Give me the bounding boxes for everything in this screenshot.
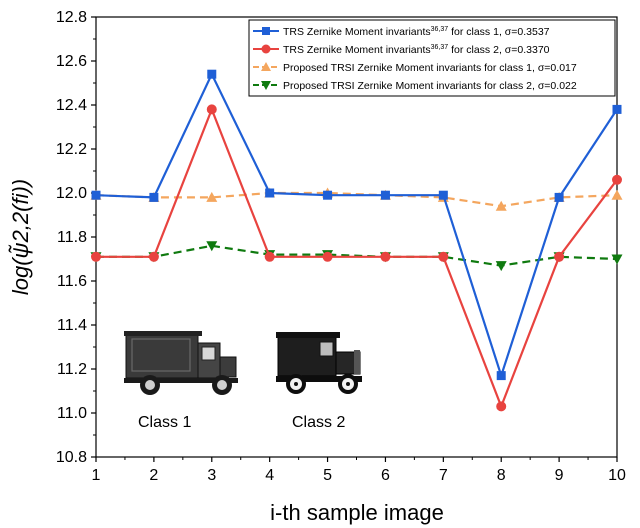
x-axis-title: i-th sample image [270,500,444,525]
axes: 10.8 11.0 11.2 11.4 11.6 11.8 12.0 12.2 12.4 12.6… [56,9,626,484]
series-1-line [95,71,618,380]
y-tick-label: 12.8 [56,9,87,26]
legend-label-main: TRS Zernike Moment invariants [283,44,431,56]
y-tick-label: 12.6 [56,53,87,70]
x-tick-label: 7 [439,467,448,484]
series-1-point [265,188,275,198]
legend-swatch-marker-4 [261,81,271,90]
series-3 [90,187,623,211]
series-1-point [149,192,159,202]
x-tick-label: 4 [265,467,274,484]
legend-label-rest: for class 2, σ=0.3370 [448,44,549,56]
series-2-point [612,174,622,185]
y-tick-label: 11.2 [57,361,87,378]
y-axis-title-text: log(ψ̃2,2(fi)) [8,179,33,295]
series-3-point [206,191,218,202]
x-tick-label: 2 [149,467,158,484]
series-2-point [148,251,159,262]
y-tick-label: 11.4 [57,317,87,334]
series-1-point [207,69,217,79]
series-3-point [495,200,507,211]
legend-label-3: Proposed TRSI Zernike Moment invariants … [283,62,577,74]
series-1 [91,69,622,381]
x-tick-label: 9 [555,467,564,484]
series-4-point [206,241,218,252]
series-4-point [611,254,623,265]
series-layer [90,69,623,412]
y-tick-label: 12.2 [56,141,87,158]
series-2-point [554,251,565,262]
legend-swatch-marker-2 [261,44,271,54]
series-1-point [554,192,564,202]
legend-label-rest: for class 1, σ=0.3537 [448,26,549,38]
class-2-label: Class 2 [292,414,345,431]
y-tick-label: 11.6 [57,273,87,290]
legend-swatch-marker-3 [261,62,271,71]
y-axis-title: log(ψ̃2,2(fi)) [8,179,33,295]
series-2-point [380,251,391,262]
series-2 [91,104,622,412]
series-1-point [496,371,506,381]
x-tick-label: 10 [608,467,626,484]
x-tick-label: 3 [207,467,216,484]
x-tick-label: 5 [323,467,332,484]
y-tick-label: 12.4 [56,97,87,114]
series-2-point [206,104,217,115]
legend-label-4: Proposed TRSI Zernike Moment invariants … [283,80,577,92]
truck-class-1-image [124,331,238,395]
series-1-point [380,190,390,200]
series-3-point [611,189,623,200]
legend-label-main: Proposed TRSI Zernike Moment invariants … [283,80,577,92]
series-2-point [438,251,449,262]
series-2-line [96,106,618,410]
legend-label-1: TRS Zernike Moment invariants36,37 for c… [283,26,550,38]
x-tick-label: 6 [381,467,390,484]
legend-label-main: TRS Zernike Moment invariants [283,26,431,38]
y-tick-label: 12.0 [56,185,87,202]
legend-label-superscript: 36,37 [431,26,449,33]
legend-box [248,19,616,97]
series-1-point [438,190,448,200]
legend-label-superscript: 36,37 [431,44,449,51]
y-tick-label: 11.0 [57,405,87,422]
x-tick-label: 8 [497,467,506,484]
legend: TRS Zernike Moment invariants36,37 for c… [248,19,616,97]
series-1-point [323,190,333,200]
series-2-point [91,251,101,262]
series-1-point [91,190,101,200]
series-2-point [322,251,333,262]
y-tick-label: 11.8 [57,229,87,246]
y-tick-label: 10.8 [56,449,87,466]
x-tick-label: 1 [92,467,101,484]
legend-label-main: Proposed TRSI Zernike Moment invariants … [283,62,577,74]
series-2-point [496,401,507,412]
legend-swatch-marker-1 [262,27,270,35]
series-1-point [612,104,622,114]
truck-class-2-image [276,332,362,394]
series-4-point [495,261,507,272]
legend-label-2: TRS Zernike Moment invariants36,37 for c… [283,44,550,56]
class-1-label: Class 1 [138,414,191,431]
series-2-point [264,251,275,262]
